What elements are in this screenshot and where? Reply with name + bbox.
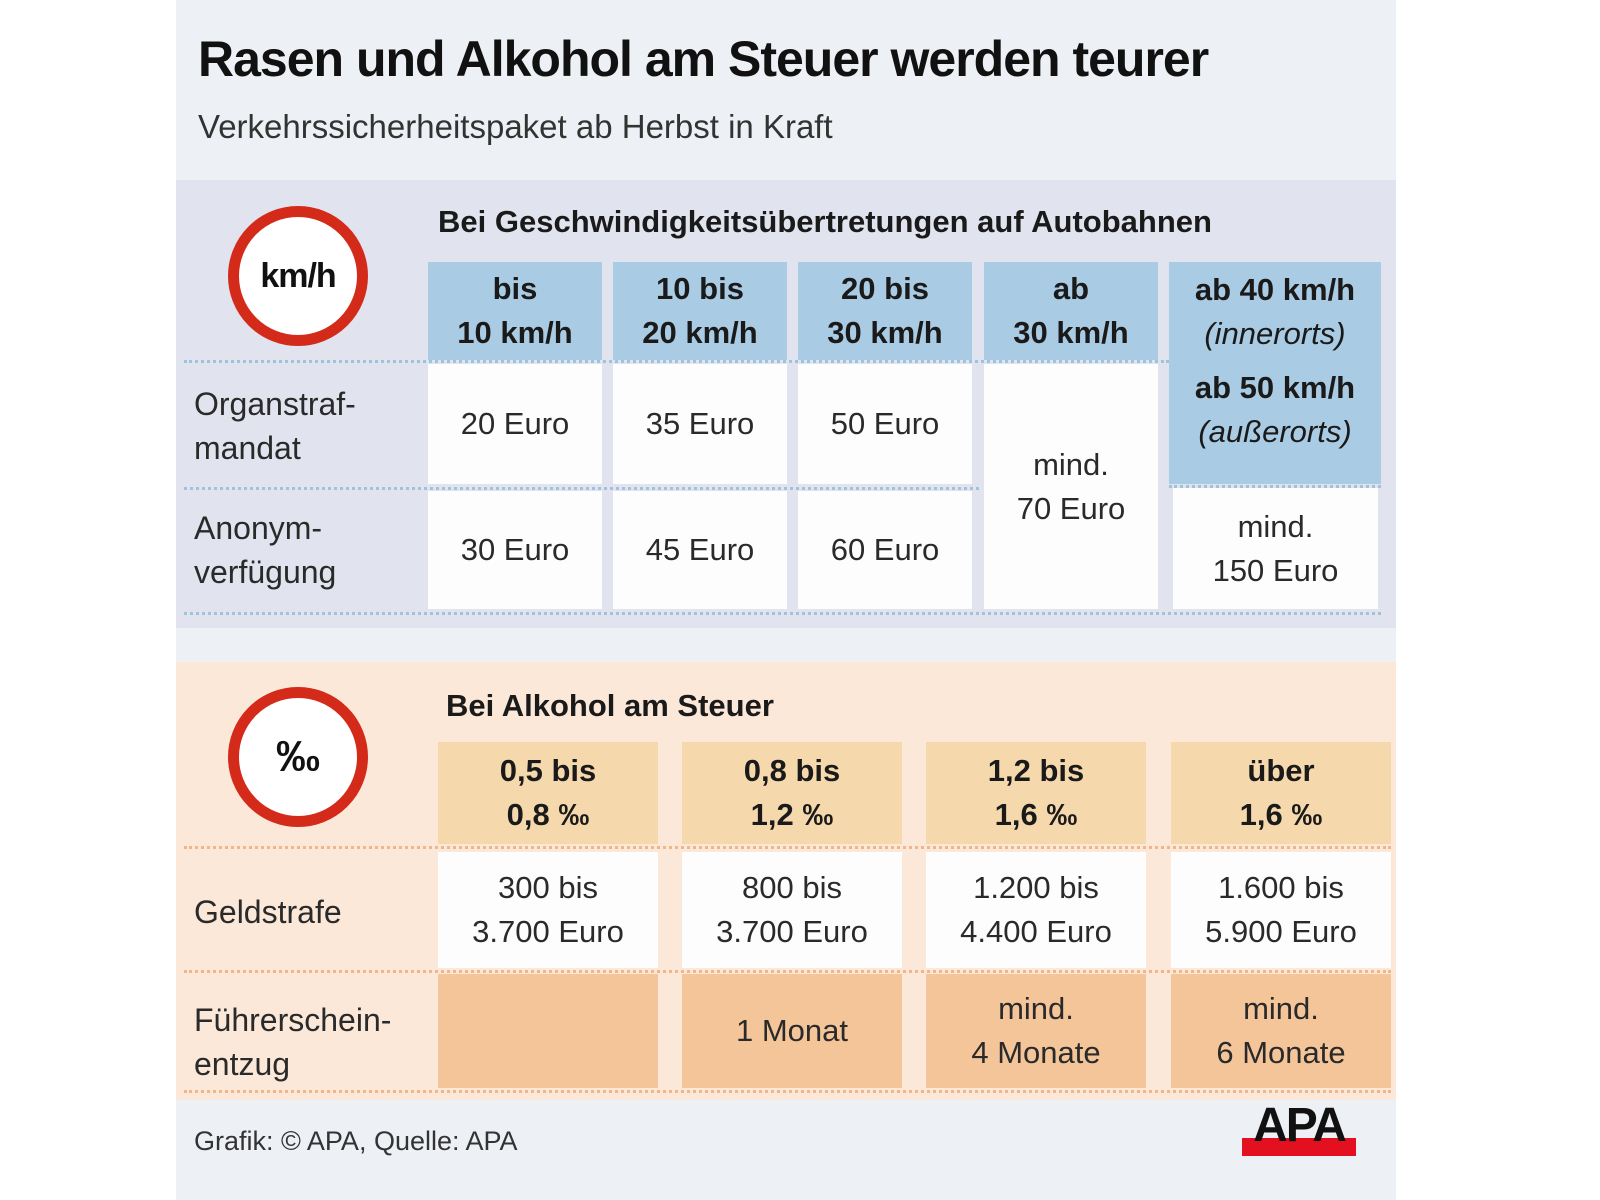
- alcohol-cell: 1.600 bis 5.900 Euro: [1171, 852, 1391, 968]
- speed-cell: 60 Euro: [798, 491, 972, 609]
- speed-cell-merged: mind. 70 Euro: [984, 364, 1158, 609]
- row-label-fuehrerscheinentzug: Führerschein-entzug: [194, 1002, 392, 1082]
- speed-col-header-4: ab 30 km/h: [984, 262, 1158, 360]
- apa-logo: APA: [1240, 1100, 1358, 1156]
- alcohol-cell: 800 bis 3.700 Euro: [682, 852, 902, 968]
- logo-red-bar: [1242, 1138, 1356, 1156]
- permille-sign-icon: ‰: [228, 687, 368, 827]
- page-subtitle: Verkehrssicherheitspaket ab Herbst in Kr…: [198, 108, 833, 145]
- speed-col-header-2: 10 bis 20 km/h: [613, 262, 787, 360]
- row-label-anonymverfuegung: Anonym-verfügung: [194, 510, 337, 590]
- speed-cell: 20 Euro: [428, 364, 602, 484]
- speed-cell: mind. 150 Euro: [1173, 488, 1378, 609]
- alcohol-section: ‰ Bei Alkohol am Steuer 0,5 bis 0,8 ‰ 0,8…: [176, 662, 1396, 1100]
- alcohol-col-header-3: 1,2 bis 1,6 ‰: [926, 742, 1146, 844]
- speed-col-header-3: 20 bis 30 km/h: [798, 262, 972, 360]
- row-divider: [1169, 485, 1381, 488]
- row-divider: [184, 846, 1391, 849]
- row-divider: [184, 360, 1169, 363]
- speed-limit-sign-icon: km/h: [228, 206, 368, 346]
- alcohol-col-header-4: über 1,6 ‰: [1171, 742, 1391, 844]
- page-title: Rasen und Alkohol am Steuer werden teure…: [198, 31, 1209, 87]
- row-divider: [184, 612, 1381, 615]
- row-label-geldstrafe: Geldstrafe: [194, 894, 342, 930]
- speed-cell: 35 Euro: [613, 364, 787, 484]
- source-credit: Grafik: © APA, Quelle: APA: [194, 1126, 518, 1156]
- speeding-heading: Bei Geschwindigkeitsübertretungen auf Au…: [438, 204, 1212, 239]
- alcohol-heading: Bei Alkohol am Steuer: [446, 688, 774, 723]
- speed-cell: 30 Euro: [428, 491, 602, 609]
- speed-col-header-1: bis 10 km/h: [428, 262, 602, 360]
- alcohol-cell: 1.200 bis 4.400 Euro: [926, 852, 1146, 968]
- alcohol-cell: mind. 6 Monate: [1171, 974, 1391, 1088]
- alcohol-col-header-1: 0,5 bis 0,8 ‰: [438, 742, 658, 844]
- row-label-organstrafmandat: Organstraf-mandat: [194, 386, 356, 466]
- row-divider: [184, 487, 979, 490]
- alcohol-cell: 1 Monat: [682, 974, 902, 1088]
- row-divider: [184, 970, 1391, 973]
- infographic-card: Rasen und Alkohol am Steuer werden teure…: [176, 0, 1396, 1200]
- alcohol-col-header-2: 0,8 bis 1,2 ‰: [682, 742, 902, 844]
- alcohol-cell: 300 bis 3.700 Euro: [438, 852, 658, 968]
- speed-cell: 50 Euro: [798, 364, 972, 484]
- row-divider: [184, 1090, 1391, 1093]
- speed-col-header-5: ab 40 km/h (innerorts) ab 50 km/h (außer…: [1169, 262, 1381, 484]
- alcohol-cell: mind. 4 Monate: [926, 974, 1146, 1088]
- speed-cell: 45 Euro: [613, 491, 787, 609]
- alcohol-cell: [438, 974, 658, 1088]
- speeding-section: km/h Bei Geschwindigkeitsübertretungen a…: [176, 180, 1396, 628]
